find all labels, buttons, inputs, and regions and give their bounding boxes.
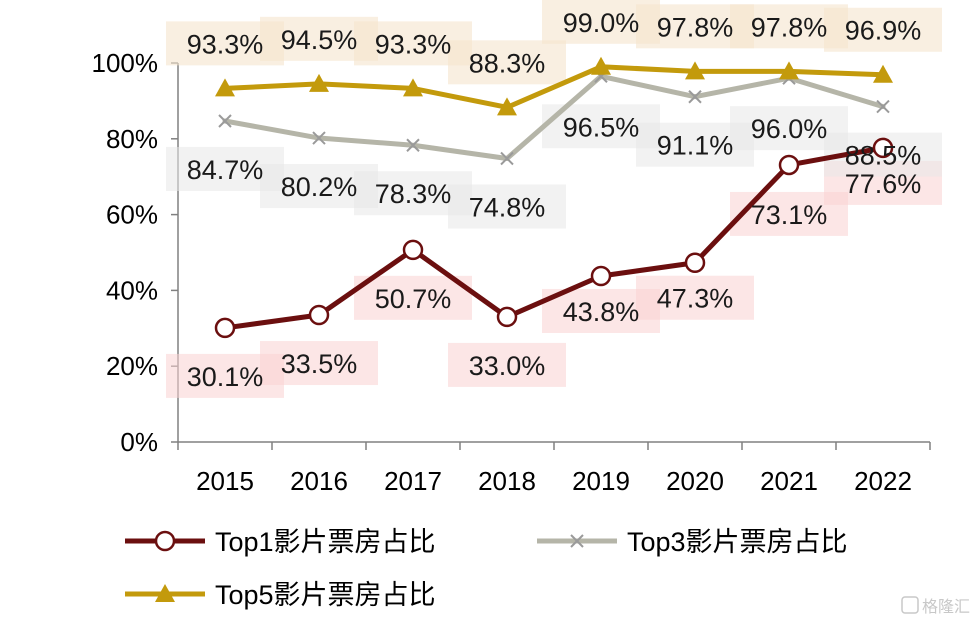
legend-label: Top3影片票房占比 [627, 527, 848, 557]
series-1-point [872, 137, 894, 159]
x-tick-label: 2017 [384, 466, 442, 496]
series-1-point [684, 252, 706, 273]
series-3-point [497, 97, 517, 116]
series-1-data-label: 30.1% [187, 362, 264, 392]
legend-marker [155, 584, 175, 602]
watermark-text: 格隆汇 [922, 597, 970, 616]
series-3-point [215, 78, 235, 97]
series-3-point [591, 56, 611, 75]
series-3-data-label: 93.3% [187, 29, 264, 59]
series-1-point [590, 265, 612, 287]
legend-item-2: Top3影片票房占比 [537, 527, 848, 557]
y-axis: 0% 20% 40% 60% 80% 100% [92, 48, 179, 457]
watermark-icon [901, 596, 919, 614]
y-tick-label: 0% [120, 427, 158, 457]
y-tick-label: 80% [106, 124, 158, 154]
legend: Top1影片票房占比 Top3影片票房占比 Top5影片票房占比 [125, 527, 848, 610]
x-tick-label: 2020 [666, 466, 724, 496]
series-3-data-label: 97.8% [657, 12, 734, 42]
series-2-data-label: 84.7% [187, 155, 264, 185]
series-3-point [309, 73, 329, 92]
x-tick-label: 2015 [196, 466, 254, 496]
series-3-point [873, 64, 893, 83]
series-2-data-label: 74.8% [469, 193, 546, 223]
series-1-data-label: 50.7% [375, 284, 452, 314]
series-2-data-label: 96.0% [751, 114, 828, 144]
legend-label: Top1影片票房占比 [215, 527, 436, 557]
legend-marker [154, 530, 176, 552]
series-1-point [496, 306, 518, 328]
x-tick-label: 2019 [572, 466, 630, 496]
data-label-bg [636, 275, 754, 320]
series-2-point [688, 90, 702, 104]
series-3-point [779, 61, 799, 80]
data-label-bg [260, 341, 378, 386]
data-label-backgrounds [166, 0, 942, 398]
series-1-data-label: 73.1% [751, 200, 828, 230]
series-1-point [214, 317, 236, 339]
series-2-point [406, 138, 420, 152]
series-2-point [312, 131, 326, 145]
series-2-data-label: 78.3% [375, 179, 452, 209]
legend-marker [570, 534, 584, 548]
series-3-data-label: 97.8% [751, 12, 828, 42]
data-label-bg [354, 275, 472, 320]
series-line-2 [222, 73, 886, 162]
series-1-point [778, 154, 800, 176]
series-1-data-label: 47.3% [657, 284, 734, 314]
series-3-point [403, 78, 423, 97]
series-line-3 [222, 64, 886, 110]
data-label-bg [448, 40, 566, 85]
series-3-data-label: 94.5% [281, 25, 358, 55]
series-2-data-label: 91.1% [657, 131, 734, 161]
legend-item-1: Top1影片票房占比 [125, 527, 436, 557]
x-tick-label: 2021 [760, 466, 818, 496]
data-label-bg [448, 184, 566, 229]
watermark: 格隆汇 [901, 596, 970, 616]
series-2-point [218, 114, 232, 128]
series-1-data-label: 77.6% [845, 169, 922, 199]
series-1-data-label: 33.0% [469, 351, 546, 381]
series-line-1 [222, 145, 886, 331]
series-2-point [500, 151, 514, 166]
series-1-point [308, 304, 330, 326]
x-tick-label: 2022 [854, 466, 912, 496]
series-2-point [876, 99, 890, 114]
series-3-point [685, 61, 705, 80]
series-3-data-label: 99.0% [563, 8, 640, 38]
y-tick-label: 40% [106, 275, 158, 305]
x-tick-label: 2018 [478, 466, 536, 496]
y-tick-label: 60% [106, 200, 158, 230]
series-1-point [402, 239, 424, 261]
series-2-data-label: 88.5% [845, 141, 922, 171]
series-markers [214, 56, 894, 339]
legend-item-3: Top5影片票房占比 [125, 580, 436, 610]
x-axis: 2015 2016 2017 2018 2019 2020 2021 2022 [177, 441, 931, 496]
y-tick-label: 20% [106, 351, 158, 381]
series-2-data-label: 80.2% [281, 172, 358, 202]
data-labels: 30.1% 33.5% 50.7% 33.0% 43.8% 47.3% 73.1% 77.6%… [187, 8, 922, 392]
series-1-data-label: 33.5% [281, 349, 358, 379]
y-tick-label: 100% [92, 48, 159, 78]
x-tick-label: 2016 [290, 466, 348, 496]
data-label-bg [824, 7, 942, 52]
series-3-data-label: 96.9% [845, 16, 922, 46]
series-3-data-label: 88.3% [469, 48, 546, 78]
legend-label: Top5影片票房占比 [215, 580, 436, 610]
series-3-data-label: 93.3% [375, 29, 452, 59]
data-label-bg [448, 342, 566, 387]
series-lines [222, 64, 886, 331]
series-1-data-label: 43.8% [563, 297, 640, 327]
series-2-data-label: 96.5% [563, 112, 640, 142]
